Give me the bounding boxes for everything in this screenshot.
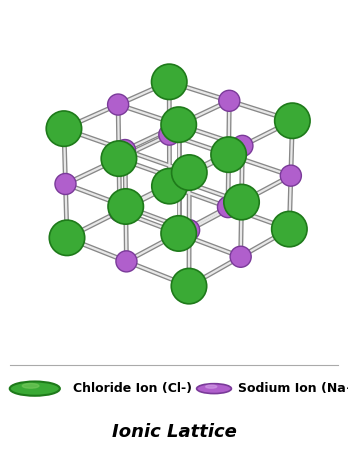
Circle shape	[197, 384, 231, 394]
Text: Chloride Ion (Cl-): Chloride Ion (Cl-)	[73, 382, 192, 395]
Text: Sodium Ion (Na+): Sodium Ion (Na+)	[238, 382, 348, 395]
Circle shape	[22, 383, 39, 388]
Circle shape	[206, 385, 217, 388]
Text: Ionic Lattice: Ionic Lattice	[112, 423, 236, 441]
Circle shape	[10, 382, 60, 396]
